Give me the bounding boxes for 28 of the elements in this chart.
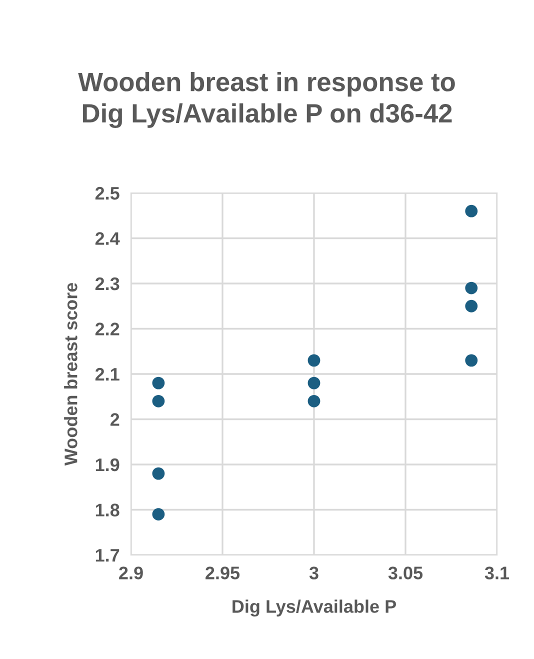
point: [152, 394, 165, 408]
point: [152, 508, 165, 520]
y-tick-label: 1.8: [96, 504, 120, 516]
point: [152, 376, 165, 390]
x-tick-label: 3.05: [388, 566, 423, 580]
y-tick-label: 2.1: [95, 368, 120, 381]
point: [152, 467, 165, 480]
x-axis-title: Dig Lys/Available P: [232, 600, 396, 617]
point: [308, 354, 320, 367]
y-tick-label: 2: [110, 413, 120, 426]
y-tick-label: 2.3: [95, 277, 120, 290]
point: [308, 376, 320, 390]
point: [465, 354, 478, 367]
point: [465, 204, 478, 218]
y-tick-label: 2.2: [95, 322, 120, 336]
y-tick-label: 1.7: [96, 549, 120, 562]
x-tick-label: 2.95: [206, 566, 240, 580]
y-axis-title: Wooden breast score: [64, 282, 78, 466]
y-tick-label: 1.9: [96, 458, 120, 472]
y-tick-label: 2.5: [95, 186, 120, 200]
x-tick-label: 3.1: [484, 566, 510, 580]
point: [308, 394, 320, 408]
x-tick-label: 3: [309, 566, 318, 580]
point: [465, 282, 478, 294]
x-tick-label: 2.9: [119, 566, 143, 580]
chart-title: Wooden breast in response to Dig Lys/Available P on d36-42: [78, 72, 455, 128]
y-tick-label: 2.4: [95, 232, 120, 245]
point: [465, 300, 478, 312]
